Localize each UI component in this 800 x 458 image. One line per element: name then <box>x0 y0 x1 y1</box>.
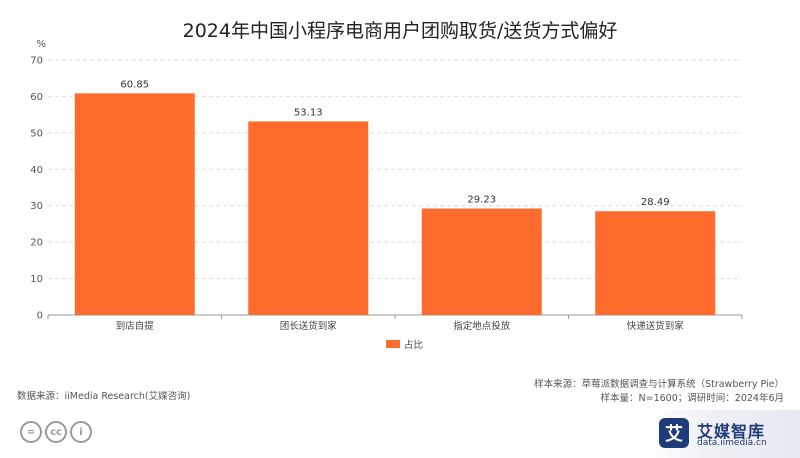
brand-name: 艾媒智库 <box>697 422 766 441</box>
x-tick-label: 快递送货到家 <box>627 320 685 332</box>
license-icons: = cc i <box>20 421 92 443</box>
chart-title: 2024年中国小程序电商用户团购取货/送货方式偏好 <box>182 20 618 42</box>
bar <box>595 211 716 315</box>
legend-swatch <box>386 340 400 348</box>
x-tick-label: 到店自提 <box>116 320 155 332</box>
cc-icon: cc <box>45 421 67 443</box>
y-tick-label: 40 <box>30 165 43 176</box>
sample-source-text: 样本来源：草莓派数据调查与计算系统（Strawberry Pie） <box>534 379 784 390</box>
data-label: 60.85 <box>120 79 149 90</box>
equals-icon: = <box>20 421 42 443</box>
x-tick-label: 指定地点投放 <box>453 320 511 332</box>
data-source-text: 数据来源：iiMedia Research(艾媒咨询) <box>17 391 191 402</box>
bar <box>248 121 369 315</box>
y-tick-label: 10 <box>30 274 43 285</box>
brand-url: data.iimedia.cn <box>697 438 767 448</box>
y-unit-label: % <box>36 39 46 50</box>
y-tick-label: 30 <box>30 201 43 212</box>
sample-size-text: 样本量：N=1600；调研时间：2024年6月 <box>600 393 784 404</box>
person-icon: i <box>70 421 92 443</box>
y-tick-label: 0 <box>37 311 43 322</box>
legend-label: 占比 <box>404 339 423 351</box>
data-label: 28.49 <box>641 197 670 208</box>
y-tick-label: 20 <box>30 238 43 249</box>
bar <box>421 208 542 315</box>
bar <box>74 93 195 315</box>
x-tick-label: 团长送货到家 <box>280 320 338 332</box>
y-tick-label: 70 <box>30 56 43 67</box>
y-tick-label: 60 <box>30 92 43 103</box>
brand-logo-icon: 艾 <box>659 418 689 448</box>
data-label: 29.23 <box>467 195 496 206</box>
data-label: 53.13 <box>294 107 323 118</box>
y-tick-label: 50 <box>30 128 43 139</box>
